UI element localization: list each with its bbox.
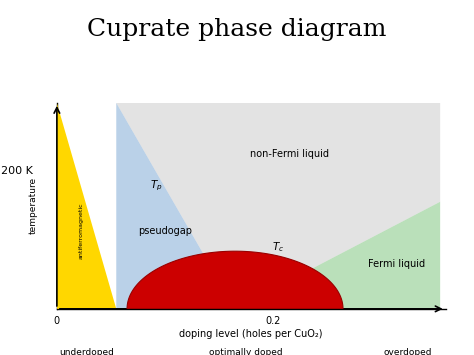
Text: doping level (holes per CuO₂): doping level (holes per CuO₂) [180, 329, 323, 339]
Text: 200 K: 200 K [1, 166, 33, 176]
Text: pseudogap: pseudogap [138, 226, 192, 236]
Text: overdoped: overdoped [383, 348, 432, 355]
Text: 0: 0 [54, 316, 60, 326]
Text: superconducting: superconducting [199, 278, 271, 288]
Text: non-Fermi liquid: non-Fermi liquid [249, 149, 328, 159]
Polygon shape [57, 103, 116, 309]
Text: underdoped: underdoped [60, 348, 115, 355]
Text: temperature: temperature [29, 178, 38, 234]
Text: Cuprate phase diagram: Cuprate phase diagram [87, 18, 387, 41]
Polygon shape [127, 251, 343, 309]
Polygon shape [116, 103, 235, 309]
Polygon shape [235, 202, 440, 309]
Text: optimally doped: optimally doped [209, 348, 283, 355]
Text: $T_c$: $T_c$ [272, 240, 284, 254]
Text: $T_p$: $T_p$ [150, 178, 163, 192]
Text: antiferromagnetic: antiferromagnetic [78, 202, 83, 259]
Text: 0.2: 0.2 [265, 316, 281, 326]
Polygon shape [116, 103, 440, 309]
Text: Fermi liquid: Fermi liquid [368, 258, 426, 268]
